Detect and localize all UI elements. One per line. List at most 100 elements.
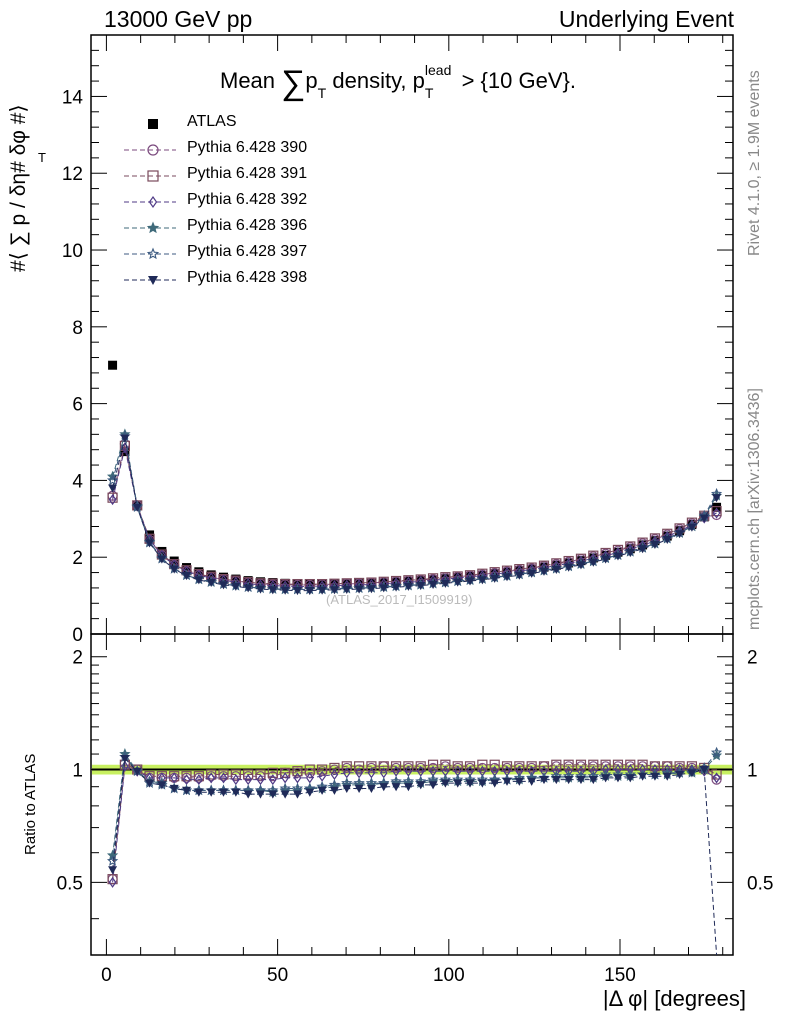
y-tick-label: 8 [72,318,83,339]
y-tick-label: 14 [62,87,84,108]
ratio-point [613,774,623,783]
ratio-point [293,772,302,784]
data-point [711,506,722,517]
data-point [490,574,500,583]
ratio-point [342,784,352,794]
ratio-point [169,784,179,794]
ratio-point [292,766,303,777]
plot-title-suffix: > {10 GeV}. [461,68,576,93]
ratio-point [527,777,537,786]
data-point [416,582,426,591]
ratio-point [255,790,265,799]
data-point [638,545,648,554]
y-axis-label-main-text: #⟨ ∑ p / δη# δφ #⟩ [7,104,30,272]
ratio-point [291,782,304,794]
data-point [145,539,155,548]
y-tick-label: 10 [62,241,83,262]
series-line [112,447,717,587]
ratio-y-tick-label: 0.5 [57,873,83,894]
data-point [712,507,721,519]
ratio-point [256,774,265,786]
ratio-y-tick-label: 2 [72,648,83,669]
ratio-point [391,783,401,792]
data-point [613,552,623,561]
ratio-point [379,783,389,792]
legend-marker-shape [148,276,158,285]
ratio-y-tick-label-right: 2 [747,648,758,669]
ratio-point [145,779,155,788]
ratio-point [453,779,463,788]
data-point [576,561,586,570]
ratio-point [638,772,648,781]
ratio-point [675,770,685,780]
ratio-point [330,768,339,781]
data-point [354,585,364,594]
data-point [539,567,549,576]
data-point [699,514,709,523]
ratio-point [625,774,635,783]
ratio-point [650,772,660,781]
ratio-point [329,786,339,795]
ratio-point [390,761,402,772]
ratio-point [182,774,191,786]
ratio-point [193,771,204,782]
plot-title-sub-t: T [317,85,327,101]
header-left: 13000 GeV pp [104,6,253,32]
y-axis-label-main: #⟨ ∑ p / δη# δφ #⟩ [6,104,31,272]
data-point [551,565,561,574]
data-point [120,434,130,443]
ratio-point [120,754,130,764]
y-tick-label: 6 [72,395,83,416]
legend-marker-4 [124,221,176,234]
data-point [292,587,302,596]
ratio-point [157,781,167,790]
ratio-point [711,769,722,780]
ratio-point [477,779,487,788]
data-point [625,548,635,558]
legend-label: Pythia 6.428 392 [187,191,308,208]
ratio-point [230,769,241,780]
data-point [428,580,438,589]
data-point [107,492,118,503]
ratio-point [502,777,512,786]
y-axis-label-main-sub-t: T [38,150,46,165]
ratio-point [563,759,574,770]
data-point [675,530,685,539]
ratio-y-tick-label: 1 [72,761,83,782]
series-line [112,443,717,586]
ratio-y-tick-label-right: 1 [747,761,758,782]
data-point [206,578,216,588]
data-point [108,360,118,370]
data-point [440,579,450,588]
data-point [268,578,278,588]
ratio-point [108,866,118,875]
header-right: Underlying Event [558,6,734,32]
data-point [712,502,722,512]
plot-title-sup-lead: lead [424,62,452,78]
x-tick-label: 150 [604,965,636,986]
data-point [588,558,598,567]
legend-marker-1 [124,144,176,156]
data-point [243,584,253,593]
data-point [453,578,463,587]
ratio-point [207,772,216,784]
ratio-point [489,759,500,770]
data-point [477,576,487,585]
ratio-point [366,761,377,772]
legend-label: Pythia 6.428 396 [187,217,308,234]
ratio-point [106,855,119,866]
data-point [219,581,229,590]
data-point [564,563,574,572]
data-point [157,555,167,564]
legend-marker-shape [147,144,159,156]
ratio-point [501,761,513,772]
legend-label: Pythia 6.428 398 [187,269,308,286]
ratio-point [403,783,413,792]
ratio-point [416,781,426,790]
ratio-point [219,788,229,797]
ratio-point [428,781,438,790]
data-point [108,484,118,493]
data-point [219,572,229,582]
ratio-point [662,772,672,781]
